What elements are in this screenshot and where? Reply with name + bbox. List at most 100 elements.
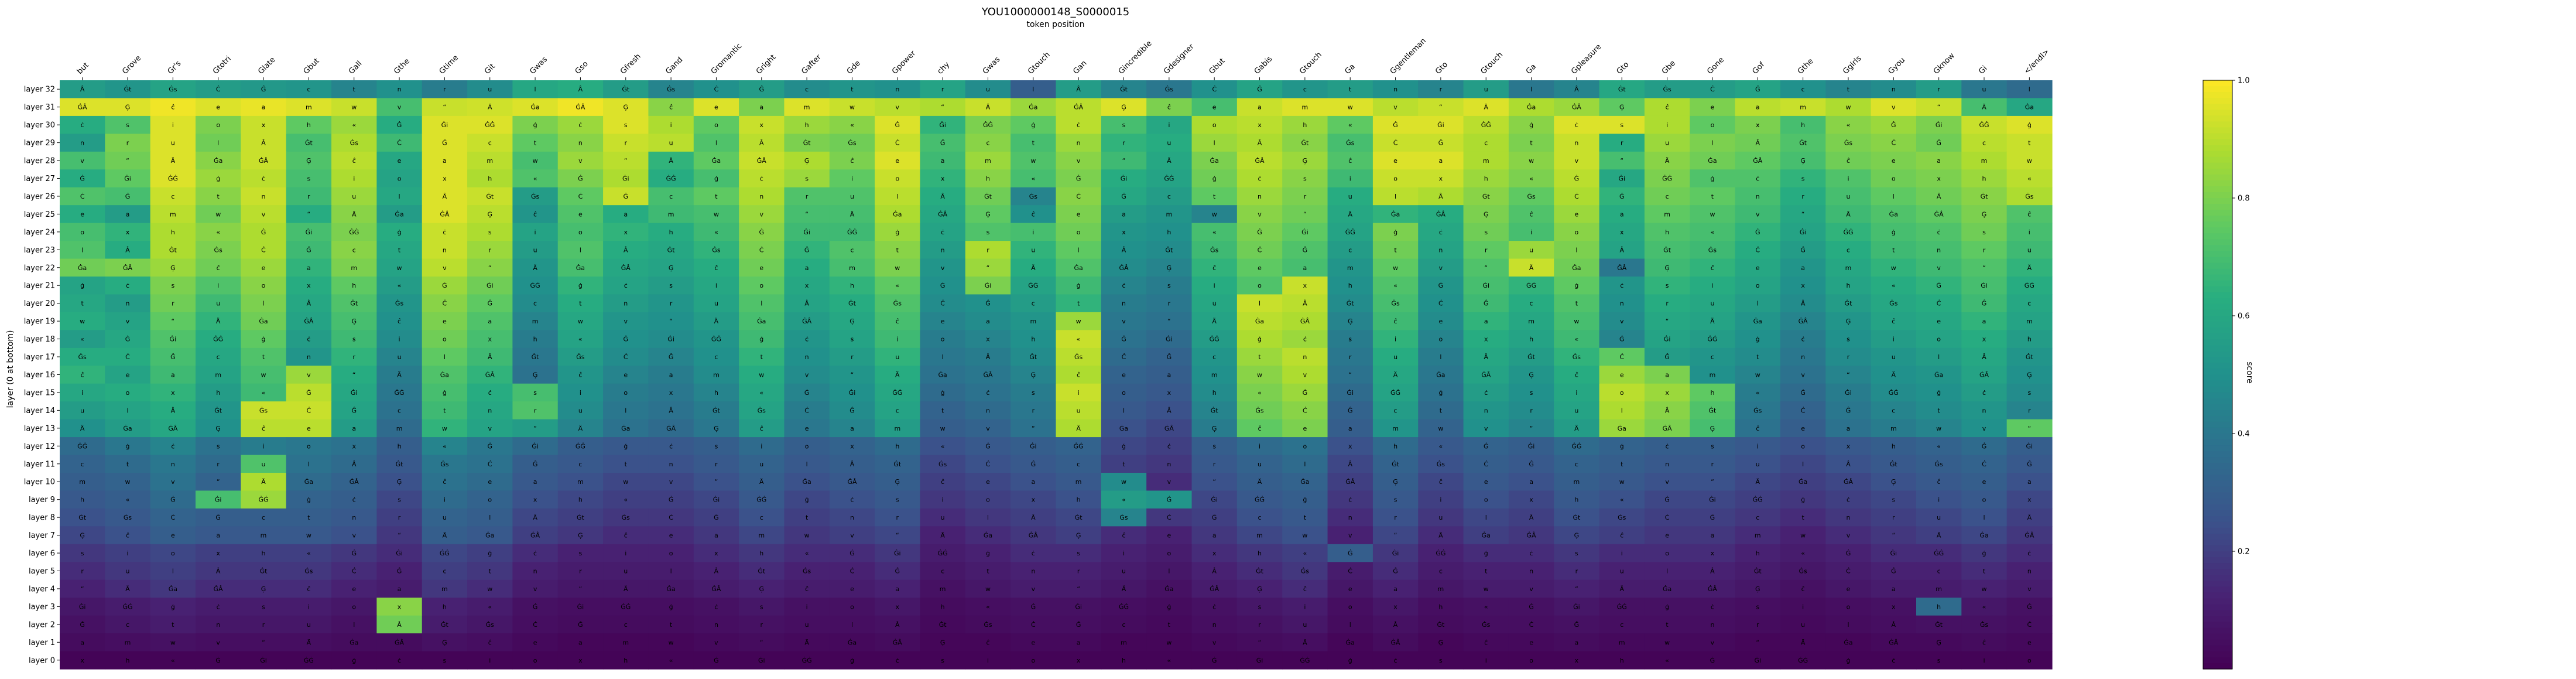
cell-label: o xyxy=(1665,550,1669,557)
heatmap-cell xyxy=(1644,98,1690,117)
cell-label: Ä xyxy=(624,585,628,593)
heatmap-cell xyxy=(105,615,151,634)
heatmap-cell xyxy=(1735,419,1781,438)
cell-label: ĠĠ xyxy=(1707,336,1717,343)
cell-label: i xyxy=(942,496,944,504)
heatmap-cell xyxy=(60,419,105,438)
heatmap-cell xyxy=(1010,80,1057,99)
heatmap-cell xyxy=(1282,473,1328,492)
heatmap-cell xyxy=(376,473,423,492)
heatmap-cell xyxy=(1463,205,1509,224)
heatmap-cell xyxy=(331,151,377,170)
heatmap-cell xyxy=(1871,366,1917,384)
heatmap-cell xyxy=(920,401,966,420)
cell-label: a xyxy=(714,532,718,540)
heatmap-cell xyxy=(1508,526,1554,545)
heatmap-cell xyxy=(603,115,649,134)
cell-label: “ xyxy=(715,478,718,486)
cell-label: Ġa xyxy=(1482,532,1491,540)
cell-label: ģ xyxy=(805,496,809,504)
cell-label: Ģ xyxy=(1257,585,1262,593)
cell-label: Ċ xyxy=(1755,246,1760,254)
cell-label: o xyxy=(216,121,220,129)
cell-label: Ġa xyxy=(666,585,675,593)
cell-label: “ xyxy=(805,210,809,218)
cell-label: ĠÂ xyxy=(214,585,224,593)
heatmap-cell xyxy=(1690,277,1736,295)
cell-label: o xyxy=(398,175,402,183)
heatmap-cell xyxy=(1191,579,1238,598)
cell-label: ĠĠ xyxy=(77,442,87,450)
cell-label: ċ xyxy=(986,389,989,397)
heatmap-cell xyxy=(784,490,830,509)
heatmap-cell xyxy=(1599,455,1645,473)
cell-label: Ģ xyxy=(985,210,991,218)
cell-label: “ xyxy=(2027,425,2031,432)
heatmap-cell xyxy=(422,526,468,545)
heatmap-cell xyxy=(196,383,241,402)
heatmap-cell xyxy=(1644,508,1690,527)
cell-label: u xyxy=(533,246,537,254)
cell-label: Â xyxy=(940,193,945,200)
heatmap-cell xyxy=(286,277,332,295)
heatmap-cell xyxy=(1825,437,1872,456)
cell-label: « xyxy=(624,496,628,504)
cell-label: l xyxy=(1123,407,1125,414)
cell-label: Ġ xyxy=(1121,336,1126,343)
cell-label: ĠĠ xyxy=(304,657,314,664)
cell-label: u xyxy=(759,460,763,468)
heatmap-cell xyxy=(60,294,105,313)
cell-label: Ĝ xyxy=(1393,568,1398,575)
cell-label: t xyxy=(1213,193,1216,200)
cell-label: Ċ xyxy=(578,193,583,200)
cell-label: ĠĠ xyxy=(576,442,585,450)
heatmap-cell xyxy=(512,455,559,473)
cell-label: e xyxy=(1529,639,1533,646)
heatmap-cell xyxy=(512,241,559,260)
heatmap-cell xyxy=(1372,437,1419,456)
cell-label: h xyxy=(1393,442,1397,450)
x-tick-labels: but Grove Gr's Gtotri Glate Gbut Gall Gthe Gtime… xyxy=(76,37,2051,80)
heatmap-cell xyxy=(2006,598,2053,616)
heatmap-cell xyxy=(467,508,513,527)
heatmap-cell xyxy=(693,383,739,402)
cell-label: “ xyxy=(171,318,174,325)
heatmap-cell xyxy=(286,544,332,562)
heatmap-cell xyxy=(1690,579,1736,598)
cell-label: Ġ xyxy=(170,496,176,504)
heatmap-cell xyxy=(1554,437,1600,456)
heatmap-cell xyxy=(1418,98,1464,117)
cell-label: w xyxy=(1484,585,1489,593)
heatmap-cell xyxy=(784,347,830,366)
heatmap-cell xyxy=(286,473,332,492)
cell-label: a xyxy=(941,157,945,165)
cell-label: h xyxy=(262,550,266,557)
heatmap-cell xyxy=(196,615,241,634)
heatmap-cell xyxy=(557,258,604,277)
cell-label: Ĝ xyxy=(623,193,628,200)
heatmap-cell xyxy=(1146,169,1193,188)
cell-label: Ġa xyxy=(1527,104,1536,111)
heatmap-cell xyxy=(648,419,694,438)
cell-label: Ģ xyxy=(306,157,311,165)
heatmap-cell xyxy=(1146,115,1193,134)
cell-label: ĉ xyxy=(533,210,537,218)
heatmap-cell xyxy=(286,383,332,402)
heatmap-cell xyxy=(2006,277,2053,295)
x-tick-label: Ggirls xyxy=(1841,54,1863,76)
colorbar-segment xyxy=(2203,322,2232,328)
cell-label: ĠĠ xyxy=(530,282,540,289)
cell-label: « xyxy=(533,175,537,183)
cell-label: h xyxy=(1438,603,1443,610)
cell-label: n xyxy=(262,193,266,200)
heatmap-cell xyxy=(739,437,785,456)
cell-label: o xyxy=(1077,228,1081,236)
heatmap-cell xyxy=(1599,98,1645,117)
heatmap-cell xyxy=(965,205,1011,224)
cell-label: Ĝ xyxy=(1348,407,1353,414)
heatmap-cell xyxy=(1418,80,1464,99)
heatmap-cell xyxy=(60,455,105,473)
heatmap-cell xyxy=(1644,223,1690,241)
heatmap-cell xyxy=(1191,187,1238,206)
cell-label: Ä xyxy=(1076,425,1081,432)
